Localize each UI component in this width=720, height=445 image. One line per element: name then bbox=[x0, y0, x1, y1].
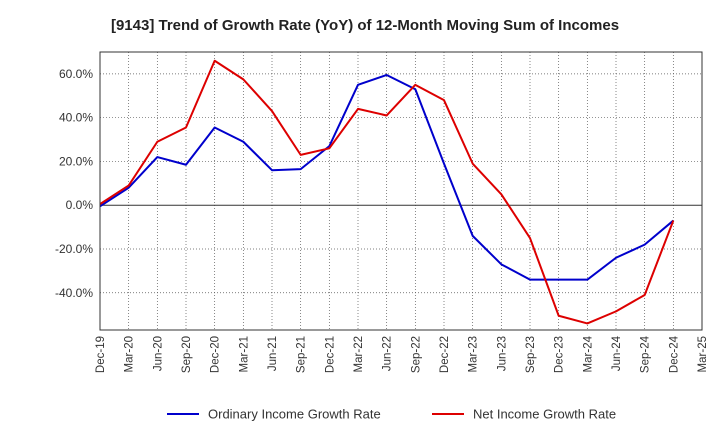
x-tick-label: Dec-20 bbox=[210, 336, 222, 373]
chart-title: [9143] Trend of Growth Rate (YoY) of 12-… bbox=[111, 17, 619, 34]
y-tick-label: 20.0% bbox=[59, 154, 93, 168]
x-tick-label: Mar-21 bbox=[238, 336, 250, 372]
x-tick-label: Mar-20 bbox=[124, 336, 136, 372]
x-tick-label: Dec-24 bbox=[668, 335, 680, 373]
x-tick-label: Mar-23 bbox=[468, 336, 480, 372]
x-tick-label: Mar-25 bbox=[697, 336, 709, 372]
y-axis: 60.0% 40.0% 20.0% 0.0% -20.0% -40.0% bbox=[55, 67, 93, 300]
x-tick-label: Sep-20 bbox=[181, 336, 193, 373]
y-tick-label: 40.0% bbox=[59, 111, 93, 125]
legend: Ordinary Income Growth Rate Net Income Gr… bbox=[167, 407, 616, 422]
x-axis: Dec-19 Mar-20 Jun-20 Sep-20 Dec-20 Mar-21 Jun-… bbox=[95, 335, 709, 373]
x-tick-label: Dec-19 bbox=[95, 336, 107, 373]
y-tick-label: -20.0% bbox=[55, 242, 93, 256]
y-tick-label: -40.0% bbox=[55, 286, 93, 300]
x-tick-label: Mar-22 bbox=[353, 336, 365, 372]
plot-area-frame bbox=[99, 51, 703, 331]
x-tick-label: Jun-24 bbox=[611, 335, 623, 371]
x-tick-label: Dec-21 bbox=[324, 336, 336, 373]
legend-label: Net Income Growth Rate bbox=[473, 407, 616, 422]
x-tick-label: Jun-20 bbox=[152, 336, 164, 371]
x-tick-label: Jun-23 bbox=[496, 336, 508, 371]
x-tick-label: Dec-22 bbox=[439, 336, 451, 373]
series-line-net-income bbox=[99, 59, 675, 325]
legend-label: Ordinary Income Growth Rate bbox=[208, 407, 381, 422]
x-tick-label: Sep-23 bbox=[525, 336, 537, 373]
series-lines bbox=[99, 59, 675, 325]
x-tick-label: Jun-21 bbox=[267, 336, 279, 371]
x-tick-label: Sep-24 bbox=[640, 335, 652, 373]
series-line-ordinary-income bbox=[99, 73, 674, 281]
x-tick-label: Mar-24 bbox=[582, 335, 594, 372]
x-tick-label: Jun-22 bbox=[382, 336, 394, 371]
x-tick-label: Sep-22 bbox=[410, 336, 422, 373]
x-tick-label: Sep-21 bbox=[296, 336, 308, 373]
grid-lines bbox=[100, 52, 702, 330]
y-tick-label: 0.0% bbox=[66, 198, 94, 212]
y-tick-label: 60.0% bbox=[59, 67, 93, 81]
x-tick-label: Dec-23 bbox=[554, 336, 566, 373]
